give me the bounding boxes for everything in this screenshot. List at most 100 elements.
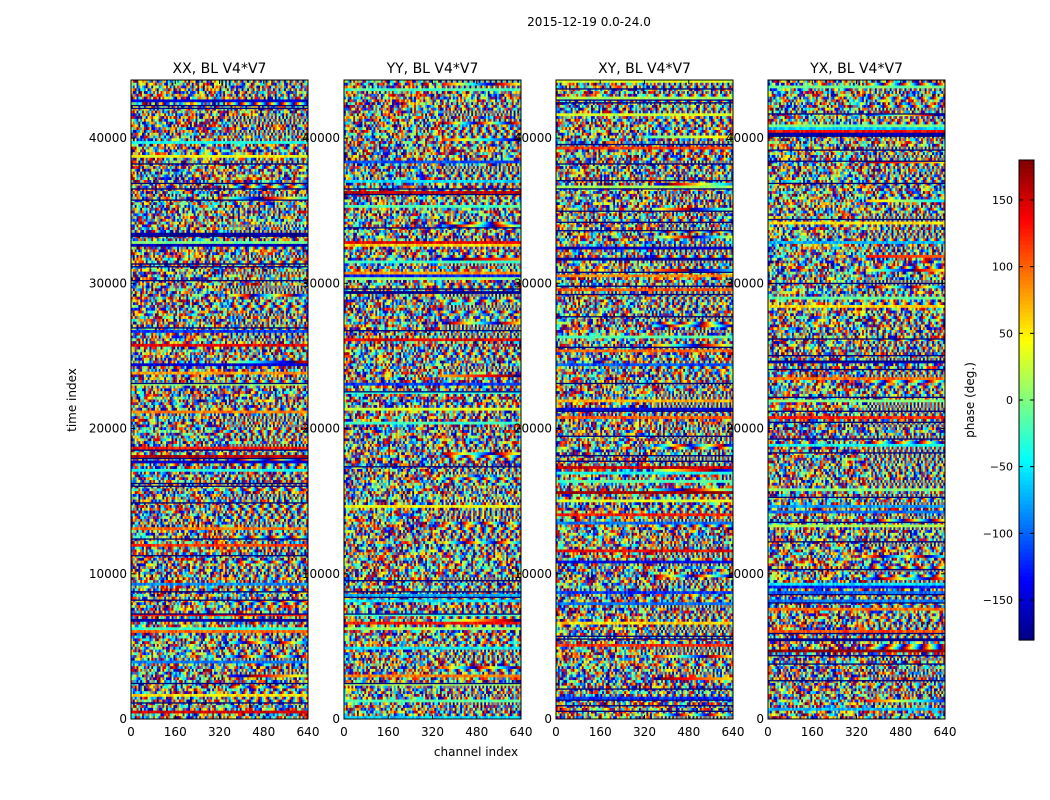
colorbar-segment	[1019, 508, 1034, 513]
colorbar-segment	[1019, 276, 1034, 281]
colorbar-segment	[1019, 348, 1034, 353]
colorbar-segment	[1019, 496, 1034, 501]
colorbar-segment	[1019, 560, 1034, 565]
x-tick-label: 160	[377, 725, 400, 739]
colorbar-segment	[1019, 232, 1034, 237]
colorbar-segment	[1019, 544, 1034, 549]
colorbar-segment	[1019, 320, 1034, 325]
colorbar-tick-label: 50	[999, 327, 1013, 340]
colorbar-segment	[1019, 612, 1034, 617]
colorbar-segment	[1019, 216, 1034, 221]
colorbar-segment	[1019, 436, 1034, 441]
colorbar-segment	[1019, 364, 1034, 369]
x-tick-label: 160	[589, 725, 612, 739]
colorbar-segment	[1019, 340, 1034, 345]
colorbar-segment	[1019, 336, 1034, 341]
colorbar-segment	[1019, 520, 1034, 525]
colorbar-tick-label: −150	[983, 594, 1013, 607]
y-tick-label: 30000	[302, 276, 340, 290]
colorbar-segment	[1019, 448, 1034, 453]
colorbar-segment	[1019, 540, 1034, 545]
colorbar-segment	[1019, 380, 1034, 385]
colorbar-segment	[1019, 424, 1034, 429]
colorbar-segment	[1019, 488, 1034, 493]
colorbar-segment	[1019, 568, 1034, 573]
y-tick-label: 10000	[726, 567, 764, 581]
colorbar-segment	[1019, 556, 1034, 561]
colorbar-segment	[1019, 572, 1034, 577]
y-tick-label: 40000	[514, 131, 552, 145]
x-tick-label: 640	[722, 725, 745, 739]
colorbar-segment	[1019, 260, 1034, 265]
phase-heatmap	[556, 80, 734, 720]
colorbar-segment	[1019, 620, 1034, 625]
colorbar-segment	[1019, 476, 1034, 481]
panel-title: XX, BL V4*V7	[173, 61, 267, 77]
colorbar-segment	[1019, 268, 1034, 273]
colorbar-segment	[1019, 416, 1034, 421]
colorbar-segment	[1019, 600, 1034, 605]
colorbar-segment	[1019, 360, 1034, 365]
colorbar-label: phase (deg.)	[963, 362, 977, 438]
x-tick-label: 480	[465, 725, 488, 739]
colorbar-segment	[1019, 588, 1034, 593]
panel-xx: XX, BL V4*V70 160 320 480 640010000200003000…	[89, 61, 320, 739]
colorbar-tick-label: −100	[983, 527, 1013, 540]
panels: XX, BL V4*V7 0 160 320 480 640 0 10000 20000 3000…	[89, 61, 957, 739]
colorbar-segment	[1019, 504, 1034, 509]
colorbar-segment	[1019, 244, 1034, 249]
colorbar-segment	[1019, 228, 1034, 233]
colorbar-segment	[1019, 312, 1034, 317]
x-tick-label: 320	[208, 725, 231, 739]
colorbar-segment	[1019, 492, 1034, 497]
colorbar-segment	[1019, 188, 1034, 193]
y-tick-label: 40000	[302, 131, 340, 145]
x-tick-label: 640	[297, 725, 320, 739]
colorbar-segment	[1019, 296, 1034, 301]
colorbar-segment	[1019, 532, 1034, 537]
colorbar-tick-label: −50	[990, 461, 1013, 474]
y-tick-label: 40000	[726, 131, 764, 145]
y-tick-label: 30000	[726, 276, 764, 290]
colorbar-segment	[1019, 432, 1034, 437]
colorbar-segment	[1019, 528, 1034, 533]
colorbar-segment	[1019, 392, 1034, 397]
colorbar-segment	[1019, 164, 1034, 169]
colorbar-segment	[1019, 240, 1034, 245]
x-tick-label: 0	[552, 725, 560, 739]
colorbar-segment	[1019, 328, 1034, 333]
colorbar-segment	[1019, 536, 1034, 541]
colorbar-segment	[1019, 284, 1034, 289]
colorbar-segment	[1019, 332, 1034, 337]
colorbar-segment	[1019, 180, 1034, 185]
colorbar-segment	[1019, 248, 1034, 253]
x-tick-label: 320	[421, 725, 444, 739]
colorbar-segment	[1019, 316, 1034, 321]
y-tick-label: 20000	[302, 422, 340, 436]
colorbar-segment	[1019, 344, 1034, 349]
colorbar-segment	[1019, 176, 1034, 181]
colorbar-segment	[1019, 604, 1034, 609]
colorbar-segment	[1019, 408, 1034, 413]
colorbar-segment	[1019, 272, 1034, 277]
y-tick-label: 20000	[89, 422, 127, 436]
panel-yx: YX, BL V4*V70 160 320 480 640010000200003000…	[726, 61, 957, 739]
colorbar-segment	[1019, 608, 1034, 613]
colorbar-segment	[1019, 184, 1034, 189]
colorbar-segment	[1019, 160, 1034, 165]
colorbar-segment	[1019, 280, 1034, 285]
colorbar-segment	[1019, 524, 1034, 529]
x-tick-label: 0	[127, 725, 135, 739]
y-tick-label: 40000	[89, 131, 127, 145]
panel-title: YX, BL V4*V7	[809, 61, 903, 77]
colorbar-segment	[1019, 460, 1034, 465]
colorbar-segment	[1019, 172, 1034, 177]
colorbar-segment	[1019, 372, 1034, 377]
x-tick-label: 0	[764, 725, 772, 739]
colorbar-segment	[1019, 220, 1034, 225]
colorbar-segment	[1019, 256, 1034, 261]
y-axis-label: time index	[65, 368, 79, 432]
y-tick-label: 10000	[302, 567, 340, 581]
phase-heatmap	[131, 80, 309, 720]
